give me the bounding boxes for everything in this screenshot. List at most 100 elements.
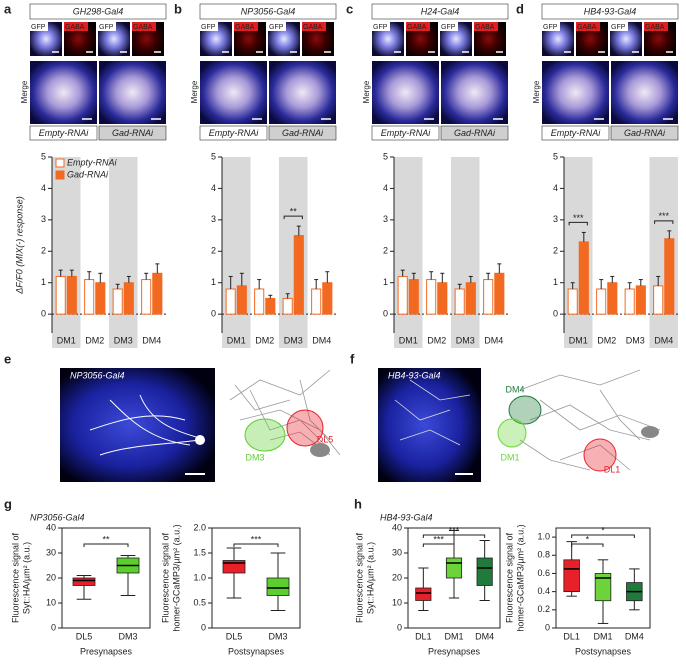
- y-tick-label: 1: [211, 277, 216, 287]
- merge-image: [200, 61, 267, 124]
- merge-image: [372, 61, 439, 124]
- y-tick-label: 30: [392, 547, 402, 557]
- image-label: NP3056-Gal4: [70, 370, 125, 380]
- significance: *: [586, 534, 590, 544]
- bar: [437, 282, 448, 315]
- bar: [311, 288, 322, 315]
- glomerulus: [286, 409, 324, 447]
- tile-label: GFP: [543, 24, 558, 31]
- tile-label-bg: [372, 22, 390, 31]
- y-tick-label: 0: [51, 622, 56, 632]
- bar: [322, 282, 333, 315]
- genotype-box: [199, 3, 337, 20]
- tile-label-bg: [440, 22, 458, 31]
- condition-label: Empty-RNAi: [209, 128, 260, 138]
- glomerulus-label: DL5: [317, 434, 334, 444]
- x-tick-label: DM1: [593, 631, 612, 641]
- x-tick-label: DM4: [654, 335, 673, 345]
- neuron-signal: [394, 379, 471, 446]
- glomerulus: [583, 438, 617, 472]
- x-tick-label: DL1: [415, 631, 432, 641]
- bar: [494, 272, 505, 315]
- condition-box: [29, 125, 98, 141]
- y-axis-label: Fluorescence signal of: [504, 532, 514, 623]
- x-axis-label: Presynapses: [80, 646, 133, 656]
- glomerulus-label: DM3: [245, 452, 264, 462]
- x-axis-label: Presynapses: [428, 646, 481, 656]
- shade: [52, 157, 81, 348]
- x-tick-label: DM3: [114, 335, 133, 345]
- glomerulus: [508, 395, 542, 425]
- tile-label-bg: [576, 22, 600, 31]
- merge-tag: [532, 70, 541, 114]
- tile-label-bg: [302, 22, 326, 31]
- y-tick-label: 4: [383, 183, 388, 193]
- bar: [624, 288, 635, 315]
- condition-label: Gad-RNAi: [112, 128, 154, 138]
- y-tick-label: 2.0: [193, 522, 206, 532]
- y-tick-label: 4: [211, 183, 216, 193]
- merge-image: [269, 61, 336, 124]
- y-tick-label: 1.0: [193, 572, 206, 582]
- tile-label: GABA: [133, 24, 153, 31]
- tile-label: GFP: [201, 24, 216, 31]
- y-axis-label: Fluorescence signal of: [10, 532, 20, 623]
- glomerulus: [244, 418, 286, 452]
- tile-label: GABA: [475, 24, 495, 31]
- soma: [195, 435, 205, 445]
- box: [476, 557, 493, 586]
- bar: [236, 285, 247, 315]
- merge-tag: [362, 70, 371, 114]
- genotype: HB4-93-Gal4: [584, 6, 637, 16]
- condition-box: [371, 125, 440, 141]
- merge-image: [611, 61, 678, 124]
- bar: [254, 288, 265, 315]
- x-tick-label: DM1: [569, 335, 588, 345]
- x-tick-label: DM3: [284, 335, 303, 345]
- genotype-box: [541, 3, 679, 20]
- tile-label-bg: [132, 22, 156, 31]
- significance-bracket: [654, 220, 674, 224]
- y-tick-label: 10: [46, 597, 56, 607]
- tile-label: GABA: [645, 24, 665, 31]
- y-tick-label: 0: [397, 622, 402, 632]
- significance-bracket: [568, 221, 588, 226]
- y-tick-label: 20: [46, 572, 56, 582]
- bar: [635, 285, 646, 315]
- y-tick-label: 0.8: [537, 550, 550, 560]
- tile-label-bg: [64, 22, 88, 31]
- significance-bracket: [283, 215, 303, 220]
- y-axis-label: homer-GCaMP3/µm² (a.u.): [515, 524, 525, 631]
- y-tick-label: 40: [392, 522, 402, 532]
- merge-label: Merge: [532, 80, 541, 103]
- legend-swatch: [55, 158, 65, 168]
- y-tick-label: 1: [383, 277, 388, 287]
- glomerulus: [497, 418, 527, 448]
- bar: [567, 288, 578, 315]
- y-axis-label: Fluorescence signal of: [354, 532, 364, 623]
- x-tick-label: DM3: [118, 631, 137, 641]
- condition-label: Empty-RNAi: [381, 128, 432, 138]
- y-tick-label: 2: [383, 246, 388, 256]
- tile-label-bg: [98, 22, 116, 31]
- merge-image: [441, 61, 508, 124]
- soma: [641, 426, 659, 438]
- bar: [465, 282, 476, 315]
- x-tick-label: DL5: [76, 631, 93, 641]
- y-tick-label: 3: [383, 214, 388, 224]
- significance: ***: [658, 211, 669, 221]
- bar: [66, 275, 77, 315]
- x-tick-label: DM4: [625, 631, 644, 641]
- x-tick-label: DM3: [456, 335, 475, 345]
- y-tick-label: 0.5: [193, 597, 206, 607]
- y-tick-label: 0.4: [537, 586, 550, 596]
- merge-tag: [20, 70, 29, 114]
- tile-label: GFP: [441, 24, 456, 31]
- legend-label: Gad-RNAi: [67, 169, 109, 179]
- genotype-box: [29, 3, 167, 20]
- tile-label-bg: [610, 22, 628, 31]
- y-tick-label: 3: [41, 214, 46, 224]
- tile-label: GABA: [407, 24, 427, 31]
- condition-label: Gad-RNAi: [282, 128, 324, 138]
- box: [266, 577, 290, 596]
